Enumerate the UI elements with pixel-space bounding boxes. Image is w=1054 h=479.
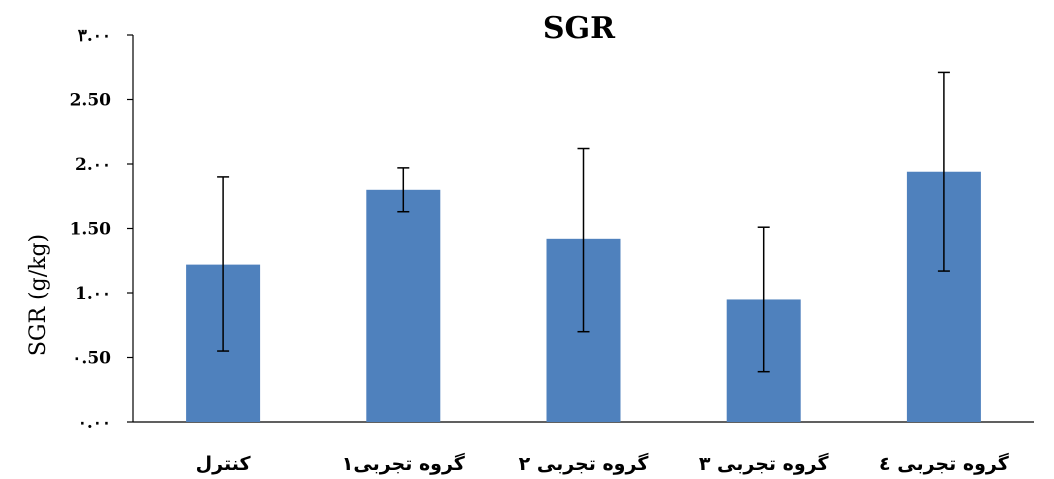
y-tick-label: ٣.٠٠: [78, 26, 111, 46]
error-bars: [217, 71, 950, 373]
x-tick-label: گروه تجربی۱: [342, 452, 466, 475]
chart-title: SGR: [543, 11, 616, 46]
bar: [366, 189, 441, 422]
y-axis-label: SGR (g/kg): [26, 234, 51, 356]
x-tick-label: گروه تجربی ٤: [879, 452, 1010, 475]
x-tick-label: گروه تجربی ۲: [519, 452, 650, 475]
y-tick-label: 2.50: [70, 91, 112, 111]
x-tick-label: گروه تجربی ۳: [699, 452, 830, 475]
y-tick-label: ٠.٠٠: [78, 413, 111, 433]
y-tick-label: 1.50: [70, 220, 112, 240]
y-tick-label: 1.٠٠: [75, 284, 111, 304]
tick-labels: ٠.٠٠ ٠.50 1.٠٠ 1.50 2.٠٠ 2.50 ٣.٠٠ کنترل گروه تج…: [70, 26, 1010, 475]
y-tick-label: 2.٠٠: [75, 155, 111, 175]
y-tick-label: ٠.50: [72, 349, 111, 369]
x-tick-label: کنترل: [196, 453, 252, 475]
